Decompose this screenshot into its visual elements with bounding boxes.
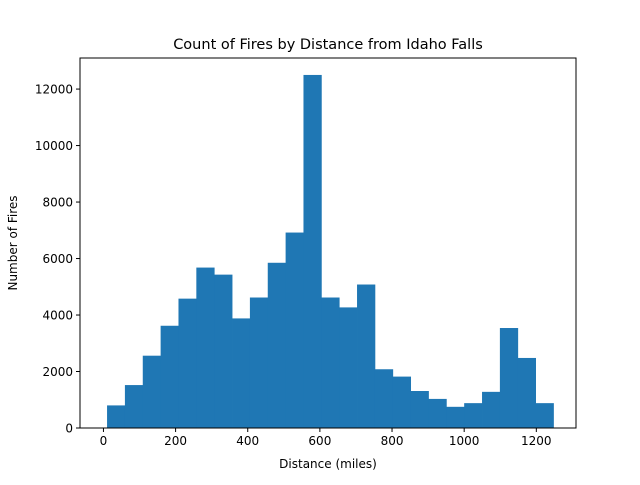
y-tick-label: 0 <box>65 422 73 436</box>
histogram-bar <box>249 297 269 428</box>
histogram-bar <box>285 232 304 428</box>
histogram-bar <box>535 403 554 428</box>
x-axis-label: Distance (miles) <box>279 457 377 471</box>
histogram-bar <box>517 357 536 428</box>
histogram-bar <box>428 398 447 428</box>
x-tick-label: 1000 <box>449 434 480 448</box>
histogram-bar <box>410 391 429 428</box>
x-tick-label: 1200 <box>521 434 552 448</box>
histogram-bar <box>357 284 376 428</box>
histogram-bar <box>446 406 465 428</box>
y-tick-label: 10000 <box>35 139 73 153</box>
histogram-bar <box>482 391 501 428</box>
histogram-bar <box>124 385 144 428</box>
histogram-bar <box>321 297 340 428</box>
histogram-bar <box>142 355 162 428</box>
histogram-bar <box>107 405 126 428</box>
histogram-bar <box>178 298 197 428</box>
histogram-bar <box>196 267 215 428</box>
histogram-bar <box>339 307 358 428</box>
chart-title: Count of Fires by Distance from Idaho Fa… <box>173 37 483 53</box>
x-tick-label: 800 <box>381 434 404 448</box>
x-tick-label: 600 <box>308 434 331 448</box>
x-tick-label: 400 <box>236 434 259 448</box>
y-axis-ticks: 0 2000 4000 6000 8000 10000 12000 <box>35 83 80 436</box>
histogram-bar <box>214 274 233 428</box>
histogram-bar <box>499 328 519 428</box>
y-tick-label: 8000 <box>42 196 73 210</box>
histogram-bar <box>160 325 179 428</box>
histogram-bar <box>267 262 287 428</box>
x-tick-label: 200 <box>164 434 187 448</box>
y-tick-label: 4000 <box>42 309 73 323</box>
y-tick-label: 6000 <box>42 252 73 266</box>
x-axis-ticks: 0 200 400 600 800 1000 1200 <box>100 428 552 448</box>
bar-series <box>107 74 554 428</box>
x-tick-label: 0 <box>100 434 108 448</box>
y-tick-label: 12000 <box>35 83 73 97</box>
y-tick-label: 2000 <box>42 365 73 379</box>
histogram-bar <box>392 376 412 428</box>
histogram-bar <box>374 369 394 428</box>
histogram-bar <box>232 318 251 428</box>
histogram-bar <box>464 403 483 428</box>
plot-frame <box>79 57 577 429</box>
histogram-bar <box>303 74 322 428</box>
y-axis-label: Number of Fires <box>6 195 20 290</box>
